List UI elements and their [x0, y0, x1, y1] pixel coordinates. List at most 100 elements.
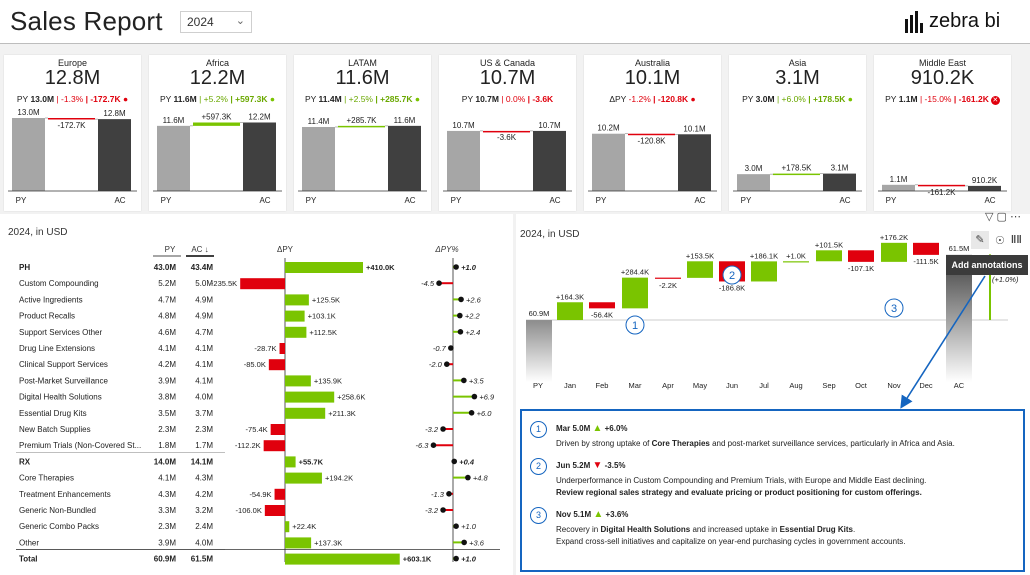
- row-label: New Batch Supplies: [19, 425, 91, 434]
- row-label: Drug Line Extensions: [19, 344, 95, 353]
- month-axis-label: Aug: [789, 381, 802, 390]
- card-mini-chart: 13.0M 12.8M -172.7K PY AC: [8, 108, 137, 205]
- month-delta-bar: [913, 242, 939, 255]
- card-region-name: Europe: [57, 58, 88, 68]
- month-delta-bar: [881, 242, 907, 262]
- zebra-menu-icon[interactable]: ‖‖: [1010, 234, 1022, 246]
- dpy-bar: [285, 521, 290, 533]
- more-options-icon[interactable]: ⋯: [1010, 211, 1021, 223]
- pencil-annotate-icon[interactable]: ✎: [971, 231, 989, 249]
- card-pct: | 0.0%: [501, 94, 526, 104]
- year-select[interactable]: 2024 ⌄: [180, 11, 252, 33]
- card-py-label: PY: [461, 94, 473, 104]
- ac-bar-label: 910.2K: [972, 176, 998, 185]
- annotation-segment: Driven by strong uptake of: [556, 439, 652, 448]
- visual-toolbar: ▽ ▢ ⋯: [985, 210, 1021, 223]
- row-ac: 4.9M: [195, 312, 213, 321]
- row-label: Post-Market Surveillance: [19, 376, 108, 385]
- card-mini-chart: 11.4M 11.6M +285.7K PY AC: [298, 116, 427, 205]
- month-axis-label: May: [693, 381, 707, 390]
- annotation-number: 3: [530, 507, 547, 524]
- kpi-card[interactable]: Europe 12.8M PY 13.0M | -1.3% | -172.7K ● 1…: [4, 55, 141, 211]
- ac-bar-label: 12.8M: [103, 109, 126, 118]
- dpypct-label: +0.4: [459, 457, 475, 466]
- dpypct-label: +1.0: [461, 522, 477, 531]
- card-py-value: 1.1M: [898, 94, 918, 104]
- kpi-card[interactable]: Asia 3.1M PY 3.0M | +6.0% | +178.5K ● 3.0M 3…: [729, 55, 866, 211]
- dpypct-dot: [468, 410, 475, 416]
- dpypct-dot: [471, 393, 478, 400]
- row-py: 2.3M: [158, 425, 176, 434]
- card-pct: | -1.3%: [56, 94, 84, 104]
- annotation-highlight: Essential Drug Kits: [779, 525, 854, 534]
- row-py: 4.6M: [158, 328, 176, 337]
- card-ac-value: 11.6M: [335, 67, 390, 89]
- annotation-marker: [625, 315, 645, 335]
- dpy-bar: [285, 456, 296, 468]
- card-mini-chart: 1.1M 910.2K -161.2K PY AC: [878, 175, 1007, 205]
- month-delta-label: -111.5K: [913, 257, 938, 266]
- up-triangle-icon: ▲: [593, 509, 604, 520]
- card-comparison-row: PY 11.4M | +2.5% | +285.7K ●: [294, 94, 431, 104]
- dpypct-dot: [430, 442, 437, 448]
- ac-total-label: 61.5M: [949, 244, 970, 253]
- annotation-text: Recovery in Digital Health Solutions and…: [556, 525, 855, 534]
- card-region-name: Asia: [788, 58, 807, 68]
- row-ac: 2.3M: [195, 425, 213, 434]
- dpy-bar: [268, 359, 285, 371]
- dpypct-dot: [444, 361, 450, 367]
- zebra-bi-logo: zebra bi: [905, 10, 1000, 33]
- dpypct-label: +2.6: [466, 295, 482, 304]
- row-ac: 4.2M: [195, 490, 213, 499]
- kpi-card[interactable]: US & Canada 10.7M PY 10.7M | 0.0% | -3.6K 1…: [439, 55, 576, 211]
- py-bar: [302, 126, 335, 191]
- annotation-number: 1: [530, 421, 547, 438]
- card-ac-value: 3.1M: [775, 67, 820, 89]
- down-triangle-icon: ▼: [592, 460, 603, 471]
- dpypct-label: +6.0: [477, 409, 493, 418]
- row-py: 2.3M: [158, 522, 176, 531]
- kpi-card[interactable]: Australia 10.1M ΔPY -1.2% | -120.8K ● 10.2M…: [584, 55, 721, 211]
- dpy-label: -28.7K: [254, 344, 276, 353]
- row-ac: 14.1M: [191, 457, 214, 466]
- waterfall-title: 2024, in USD: [520, 229, 580, 240]
- card-ac-value: 12.2M: [189, 67, 246, 89]
- card-region-name: US & Canada: [479, 58, 536, 68]
- row-ac: 5.0M: [195, 279, 213, 288]
- row-py: 43.0M: [154, 263, 177, 272]
- annotation-segment: Recovery in: [556, 525, 601, 534]
- logo-bars-icon: [905, 10, 923, 33]
- card-abs: | -3.6K: [527, 94, 554, 104]
- card-py-value: 11.4M: [318, 94, 342, 104]
- annotation-pct: -3.5%: [604, 461, 626, 470]
- status-dot-icon: ●: [845, 94, 853, 104]
- kpi-card[interactable]: Middle East 910.2K PY 1.1M | -15.0% | -161…: [874, 55, 1011, 211]
- month-delta-label: +176.2K: [880, 233, 908, 242]
- kpi-card[interactable]: Africa 12.2M PY 11.6M | +5.2% | +597.3K ● 1…: [149, 55, 286, 211]
- py-bar-label: 1.1M: [890, 175, 908, 184]
- row-label: Custom Compounding: [19, 279, 99, 288]
- card-py-value: 13.0M: [30, 94, 55, 104]
- row-label: Premium Trials (Non-Covered St...: [19, 441, 141, 450]
- row-label: RX: [19, 457, 31, 466]
- eye-icon[interactable]: ☉: [995, 234, 1005, 247]
- py-bar: [592, 133, 625, 191]
- dpypct-dot: [457, 329, 464, 335]
- ac-bar-label: 12.2M: [248, 112, 271, 121]
- ac-bar-label: 11.6M: [394, 116, 416, 125]
- annotation-header: Nov 5.1M ▲ +3.6%: [556, 509, 628, 520]
- focus-mode-icon[interactable]: ▢: [996, 211, 1007, 223]
- dpy-bar: [274, 488, 285, 500]
- row-label: Core Therapies: [19, 474, 74, 483]
- filter-icon[interactable]: ▽: [985, 211, 994, 223]
- py-bar-label: 10.7M: [452, 121, 475, 130]
- annotation-segment: .: [853, 525, 856, 534]
- dpy-label: -112.2K: [235, 441, 261, 450]
- month-delta-bar: [655, 277, 681, 279]
- kpi-card[interactable]: LATAM 11.6M PY 11.4M | +2.5% | +285.7K ● 11…: [294, 55, 431, 211]
- month-delta-label: +101.5K: [815, 240, 843, 249]
- dpypct-label: +4.8: [473, 474, 489, 483]
- x-label-ac: AC: [839, 196, 850, 205]
- card-comparison-row: PY 11.6M | +5.2% | +597.3K ●: [149, 94, 286, 104]
- row-ac: 1.7M: [195, 441, 213, 450]
